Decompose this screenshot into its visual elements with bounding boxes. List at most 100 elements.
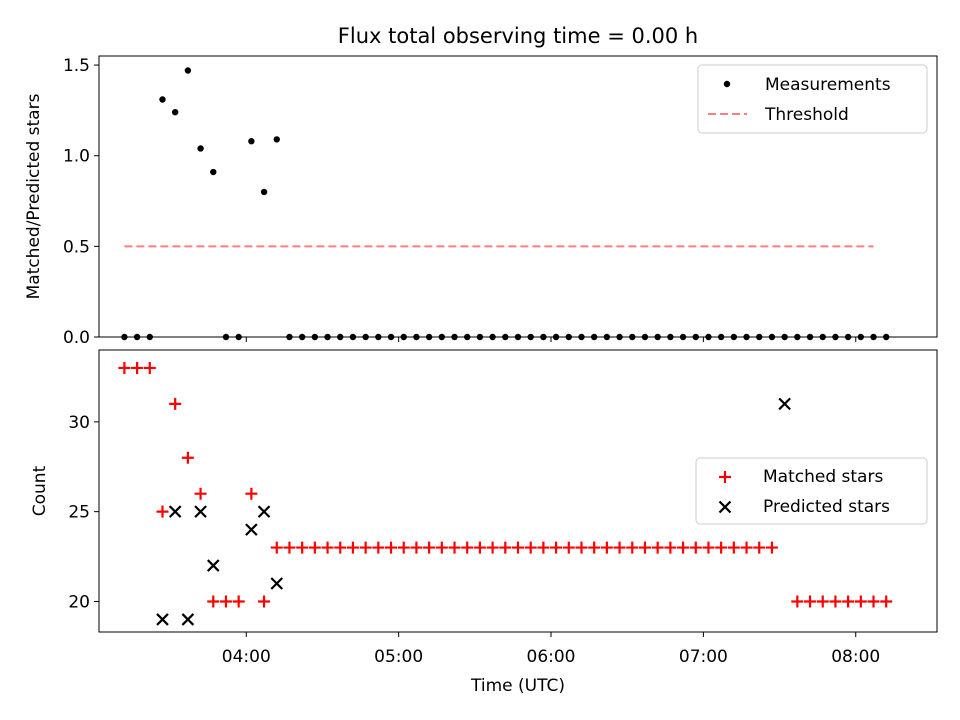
matched-star-point xyxy=(638,541,651,554)
matched-star-point xyxy=(435,541,448,554)
matched-star-point xyxy=(118,361,131,374)
top-axes-frame xyxy=(98,55,938,338)
matched-star-point xyxy=(486,541,499,554)
y-axis-label-ratio: Matched/Predicted stars xyxy=(24,93,44,299)
matched-star-point xyxy=(524,541,537,554)
measurements-panel: Flux total observing time = 0.00 h Matche… xyxy=(24,24,938,348)
matched-star-point xyxy=(308,541,321,554)
predicted-star-point xyxy=(181,613,195,626)
matched-star-point xyxy=(448,541,461,554)
matched-star-point xyxy=(816,595,829,608)
predicted-star-point xyxy=(194,505,207,518)
legend-bottom-box xyxy=(695,457,928,525)
matched-star-point xyxy=(867,595,880,608)
matched-star-point xyxy=(740,541,753,554)
legend-threshold-label: Threshold xyxy=(764,105,849,125)
matched-star-point xyxy=(245,487,258,500)
matched-star-point xyxy=(804,595,817,608)
matched-star-point xyxy=(156,505,169,518)
matched-star-point xyxy=(296,541,309,554)
bottom-x-tick-label: 05:00 xyxy=(374,647,423,667)
matched-star-point xyxy=(321,541,334,554)
matched-star-point xyxy=(410,541,423,554)
matched-star-point xyxy=(512,541,524,554)
matched-star-point xyxy=(219,595,232,608)
matched-star-point xyxy=(626,541,639,554)
legend-matched-marker xyxy=(719,471,731,483)
legend-measurements-marker xyxy=(723,80,731,88)
matched-star-point xyxy=(677,541,690,554)
matched-star-point xyxy=(232,595,245,608)
matched-star-point xyxy=(575,541,588,554)
matched-star-point xyxy=(829,595,842,608)
matched-star-point xyxy=(854,595,867,608)
top-y-tick-label: 0.5 xyxy=(63,237,90,257)
measurement-point xyxy=(171,109,179,116)
top-y-tick-label: 1.0 xyxy=(63,147,90,167)
matched-star-point xyxy=(270,541,283,554)
matched-star-point xyxy=(258,595,271,608)
measurement-point xyxy=(159,96,166,103)
measurement-point xyxy=(210,168,217,176)
matched-star-point xyxy=(613,541,626,554)
matched-star-point xyxy=(499,541,512,554)
matched-star-point xyxy=(651,541,664,554)
top-y-tick-label: 1.5 xyxy=(63,56,90,76)
measurement-point xyxy=(197,145,204,152)
measurement-point xyxy=(184,67,192,74)
bottom-axes-frame xyxy=(98,349,938,633)
bottom-x-tick-label: 06:00 xyxy=(527,647,576,667)
matched-star-point xyxy=(765,541,778,554)
matched-star-point xyxy=(537,541,550,554)
matched-star-point xyxy=(689,541,702,554)
matched-star-point xyxy=(880,595,893,608)
bottom-y-tick-label: 20 xyxy=(68,592,90,612)
matched-star-point xyxy=(372,541,385,554)
matched-star-point xyxy=(131,361,144,374)
matched-star-point xyxy=(194,487,207,500)
bottom-x-tick-label: 07:00 xyxy=(679,647,728,667)
matched-star-point xyxy=(842,595,855,608)
x-axis-label: Time (UTC) xyxy=(470,676,565,696)
matched-star-point xyxy=(664,541,677,554)
matched-star-point xyxy=(346,541,359,554)
bottom-y-tick-label: 30 xyxy=(68,413,90,433)
matched-star-point xyxy=(461,541,474,554)
matched-star-point xyxy=(169,397,182,410)
bottom-y-tick-label: 25 xyxy=(68,503,90,523)
bottom-x-tick-label: 08:00 xyxy=(831,647,880,667)
matched-star-point xyxy=(727,541,740,554)
bottom-x-tick-label: 04:00 xyxy=(222,647,271,667)
predicted-star-point xyxy=(156,613,169,626)
matched-star-point xyxy=(600,541,613,554)
predicted-star-point xyxy=(257,505,271,518)
measurement-point xyxy=(273,136,280,143)
predicted-star-point xyxy=(270,577,284,590)
matched-star-point xyxy=(143,361,156,374)
matched-star-point xyxy=(550,541,563,554)
matched-star-point xyxy=(283,541,296,554)
legend-top: Measurements Threshold xyxy=(697,64,928,134)
matched-star-point xyxy=(207,595,220,608)
legend-predicted-marker xyxy=(718,500,732,514)
matched-star-point xyxy=(397,541,410,554)
predicted-star-point xyxy=(245,523,258,536)
legend-matched-label: Matched stars xyxy=(763,467,883,487)
matched-star-point xyxy=(423,541,436,554)
matched-star-point xyxy=(359,541,372,554)
matched-star-point xyxy=(385,541,398,554)
predicted-star-point xyxy=(168,505,182,518)
legend-measurements-label: Measurements xyxy=(765,75,891,95)
matched-star-point xyxy=(334,541,347,554)
matched-star-point xyxy=(473,541,486,554)
measurement-point xyxy=(248,138,255,145)
matched-star-point xyxy=(562,541,575,554)
legend-bottom: Matched stars Predicted stars xyxy=(695,457,928,525)
y-axis-label-count: Count xyxy=(30,465,50,516)
matched-star-point xyxy=(588,541,601,554)
measurement-point xyxy=(260,188,268,196)
top-y-tick-label: 0.0 xyxy=(63,328,90,348)
predicted-star-point xyxy=(206,559,220,572)
chart-title: Flux total observing time = 0.00 h xyxy=(338,24,698,48)
